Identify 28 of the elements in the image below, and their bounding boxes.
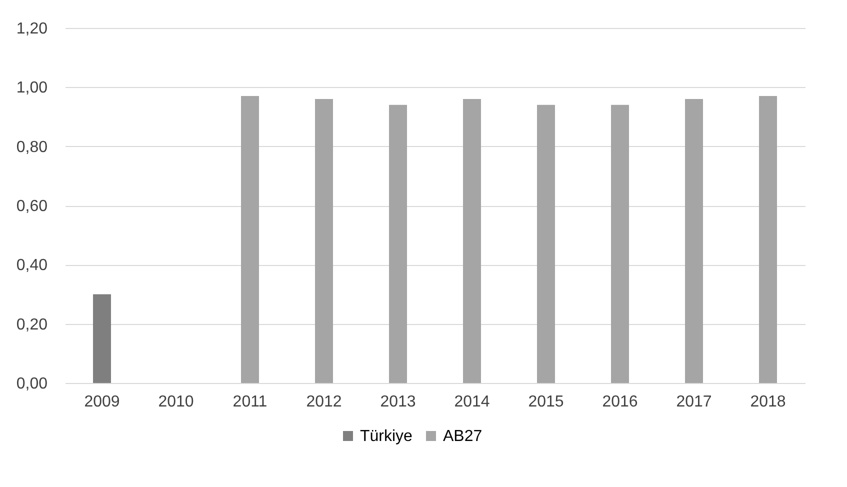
x-tick-label: 2018 [750,394,786,410]
y-tick-label: 0,40 [16,257,48,274]
x-tick-label: 2013 [380,394,416,410]
x-tick-label: 2011 [232,394,268,410]
x-tick-label: 2012 [306,394,342,410]
bar [685,99,703,383]
x-tick-label: 2009 [84,394,120,410]
bar [93,294,111,383]
x-tick-label: 2017 [676,394,712,410]
bar [611,104,629,383]
bar [241,96,259,383]
bar [537,104,555,383]
y-tick-label: 0,00 [16,376,48,392]
bar [463,99,481,383]
bar [315,99,333,383]
x-tick-label: 2015 [528,394,564,410]
x-tick-label: 2014 [454,394,490,410]
y-tick-label: 0,20 [16,316,48,334]
y-tick-label: 1,20 [16,20,48,38]
legend-label: AB27 [443,428,482,445]
y-tick-label: 0,60 [16,198,48,215]
bar [389,104,407,383]
bar [759,96,777,383]
legend-label: Türkiye [360,428,413,445]
x-tick-label: 2010 [158,394,194,410]
y-tick-label: 0,80 [16,138,48,156]
x-tick-label: 2016 [602,394,638,410]
y-tick-label: 1,00 [16,80,48,97]
